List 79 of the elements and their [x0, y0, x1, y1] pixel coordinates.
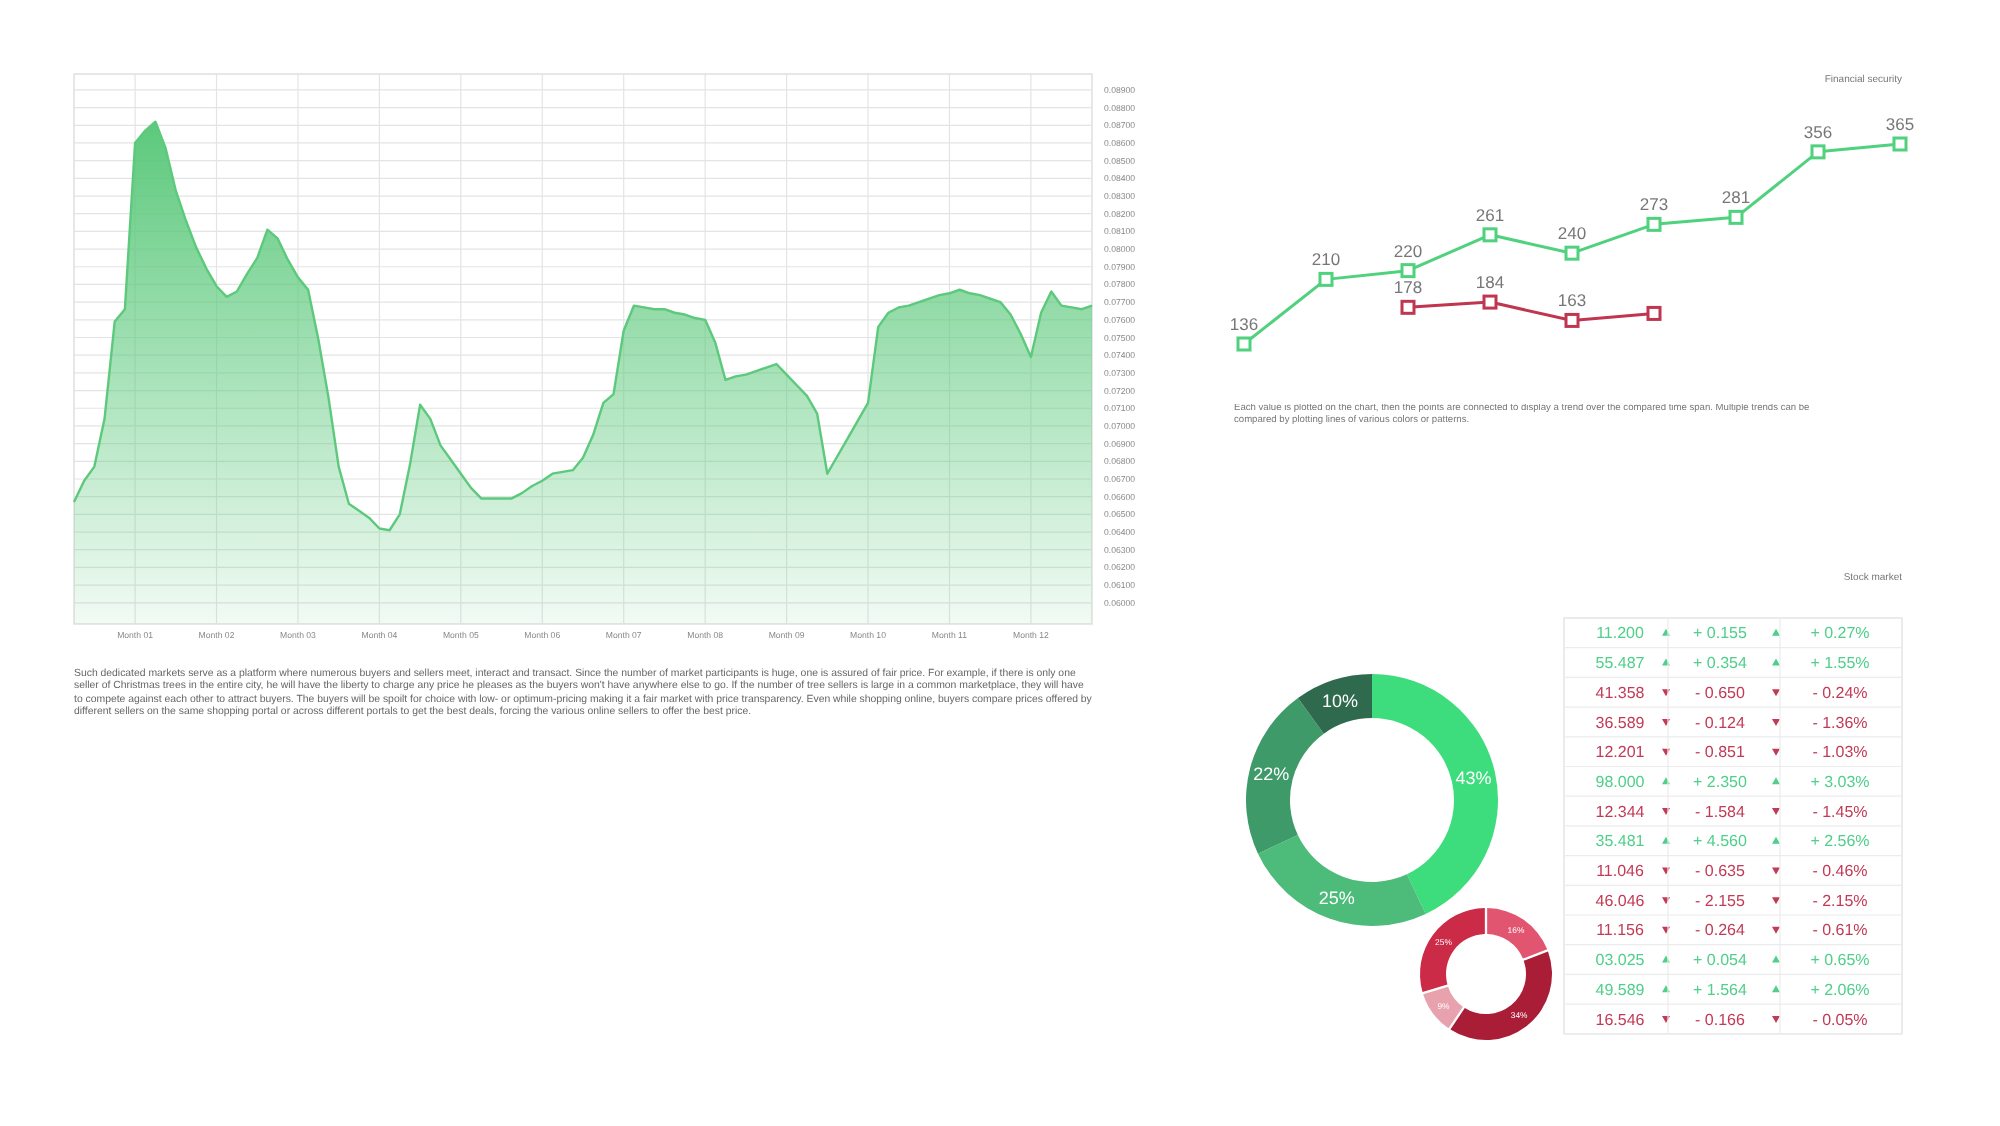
- text: + 1.564: [1693, 980, 1747, 999]
- text: - 0.124: [1695, 713, 1745, 732]
- text: 46.046: [1595, 891, 1645, 910]
- text: 55.487: [1595, 654, 1645, 673]
- point: [1564, 312, 1580, 328]
- text: 98.000: [1595, 772, 1645, 791]
- point: [1482, 227, 1498, 243]
- data-label: + 2.06%: [1810, 980, 1870, 999]
- data-label: 261: [1475, 204, 1505, 225]
- data-label: 43%: [1455, 767, 1492, 788]
- data-label: - 0.46%: [1812, 862, 1868, 881]
- text: 35.481: [1595, 832, 1645, 851]
- text: 11.046: [1596, 862, 1644, 881]
- text: - 1.584: [1695, 802, 1745, 821]
- data-label: 356: [1803, 121, 1833, 142]
- text: 12.344: [1595, 802, 1645, 821]
- point: [1482, 294, 1498, 310]
- data-label: - 1.45%: [1812, 802, 1868, 821]
- text: - 0.635: [1695, 862, 1745, 881]
- text: + 0.155: [1693, 624, 1747, 643]
- text: - 0.264: [1695, 921, 1745, 940]
- text: 11.156: [1596, 921, 1644, 940]
- text: + 0.354: [1693, 654, 1747, 673]
- point: [1892, 136, 1908, 152]
- data-label: 136: [1229, 314, 1259, 334]
- text: 03.025: [1595, 951, 1645, 970]
- data-label: 273: [1639, 194, 1669, 215]
- data-label: - 1.36%: [1812, 713, 1868, 732]
- text: - 0.166: [1695, 1010, 1745, 1029]
- text: 11.200: [1596, 624, 1644, 643]
- donut-slice: [1372, 674, 1498, 915]
- point: [1646, 216, 1662, 232]
- point: [1236, 336, 1252, 352]
- data-label: 25%: [1318, 888, 1355, 909]
- data-label: 240: [1557, 223, 1587, 244]
- text: + 4.560: [1693, 832, 1747, 851]
- text: 36.589: [1595, 713, 1645, 732]
- text: - 2.155: [1695, 891, 1745, 910]
- donut-slice: [1423, 986, 1463, 1029]
- data-label: + 1.55%: [1810, 654, 1870, 673]
- text: 41.358: [1595, 683, 1645, 702]
- data-label: - 0.05%: [1812, 1010, 1868, 1029]
- data-label: - 1.03%: [1812, 743, 1868, 762]
- donut-slice: [1420, 908, 1485, 992]
- data-label: 163: [1557, 290, 1587, 311]
- data-label: 281: [1721, 187, 1751, 208]
- data-label: 365: [1885, 114, 1915, 134]
- data-label: - 2.15%: [1812, 891, 1868, 910]
- data-label: + 0.65%: [1810, 951, 1870, 970]
- point: [1318, 271, 1334, 287]
- point: [1400, 299, 1416, 315]
- data-label: 22%: [1253, 764, 1290, 785]
- donut-slice: [1257, 834, 1426, 926]
- point: [1728, 209, 1744, 225]
- text: 49.589: [1595, 980, 1645, 999]
- text: 12.201: [1595, 743, 1645, 762]
- data-label: + 3.03%: [1810, 772, 1870, 791]
- data-label: + 0.27%: [1810, 624, 1870, 643]
- text: + 0.054: [1693, 951, 1747, 970]
- text: - 0.851: [1695, 743, 1745, 762]
- donut-slice: [1246, 698, 1324, 854]
- data-label: 220: [1393, 240, 1423, 261]
- donut-slice: [1450, 951, 1552, 1040]
- point: [1400, 263, 1416, 279]
- data-label: 178: [1393, 277, 1423, 298]
- point: [1564, 245, 1580, 261]
- text: + 2.350: [1693, 772, 1747, 791]
- data-label: + 2.56%: [1810, 832, 1870, 851]
- data-label: 210: [1311, 249, 1341, 270]
- data-label: 184: [1475, 272, 1505, 293]
- point: [1810, 144, 1826, 160]
- data-label: - 0.61%: [1812, 921, 1868, 940]
- data-label: - 0.24%: [1812, 683, 1868, 702]
- data-label: 10%: [1321, 691, 1358, 712]
- donut-slice: [1297, 674, 1372, 734]
- donut-slice: [1487, 908, 1548, 959]
- text: - 0.650: [1695, 683, 1745, 702]
- text: 16.546: [1595, 1010, 1645, 1029]
- point: [1646, 305, 1662, 321]
